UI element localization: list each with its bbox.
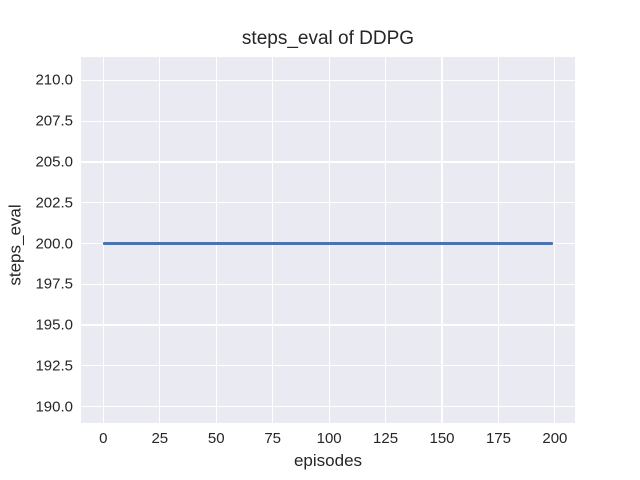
x-gridline <box>497 57 500 423</box>
chart-title: steps_eval of DDPG <box>241 28 415 49</box>
y-tick-label: 190.0 <box>35 398 73 416</box>
x-gridline <box>328 57 330 423</box>
x-tick-label: 200 <box>542 430 568 447</box>
y-gridline <box>81 283 575 285</box>
series-line <box>103 242 553 245</box>
y-tick-label: 197.5 <box>35 275 73 293</box>
x-gridline <box>441 57 443 423</box>
y-tick-label: 200.0 <box>35 235 73 252</box>
y-gridline <box>81 324 575 326</box>
x-gridline <box>554 57 556 423</box>
y-tick-label: 195.0 <box>35 316 73 334</box>
y-tick-label: 202.5 <box>35 194 73 212</box>
y-gridline <box>81 202 575 204</box>
plot-area <box>81 57 575 423</box>
y-tick-label: 192.5 <box>35 357 73 375</box>
y-tick-label: 205.0 <box>35 153 73 171</box>
x-gridline <box>384 57 387 423</box>
y-gridline <box>81 120 575 122</box>
y-gridline <box>81 161 575 163</box>
x-tick-label: 75 <box>264 430 282 447</box>
x-tick-label: 150 <box>429 430 455 447</box>
x-tick-label: 125 <box>373 430 399 447</box>
x-gridline <box>159 57 161 423</box>
x-gridline <box>215 57 217 423</box>
x-axis-label: episodes <box>293 451 363 470</box>
y-gridline <box>81 405 575 408</box>
y-gridline <box>81 365 575 367</box>
x-tick-label: 0 <box>99 430 108 447</box>
y-tick-label: 207.5 <box>35 112 73 130</box>
x-tick-label: 50 <box>207 430 225 447</box>
x-tick-label: 25 <box>151 430 169 447</box>
x-tick-label: 100 <box>316 430 342 447</box>
x-gridline <box>272 57 274 423</box>
x-tick-label: 175 <box>485 430 511 447</box>
y-gridline <box>81 79 575 82</box>
y-tick-label: 210.0 <box>35 71 73 89</box>
x-gridline <box>102 57 104 423</box>
